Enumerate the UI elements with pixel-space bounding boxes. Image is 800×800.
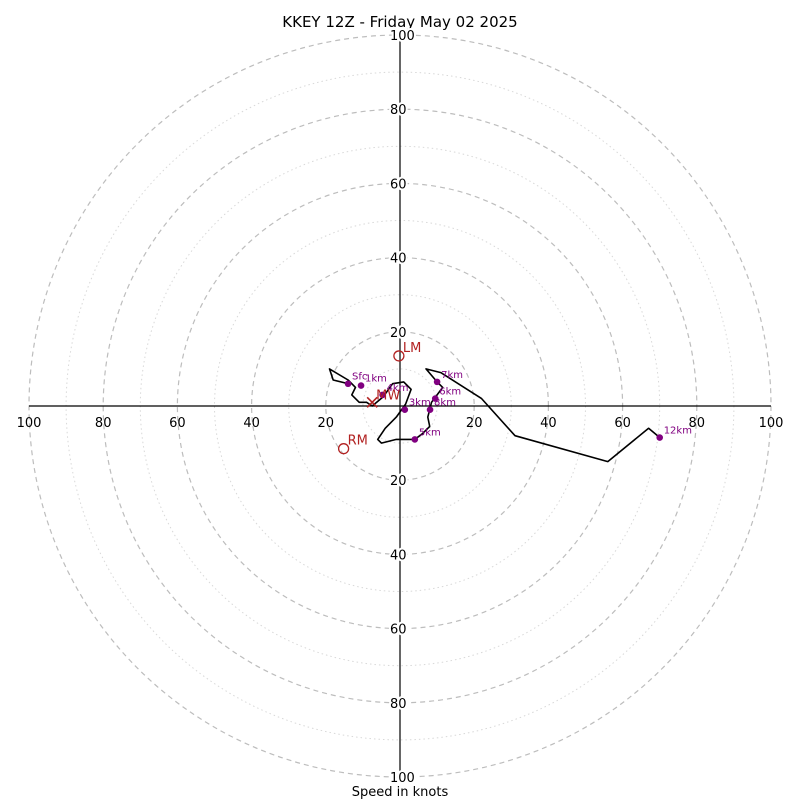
height-marker-Sfc (344, 380, 352, 388)
y-tick-label: 100 (390, 771, 415, 786)
x-tick-label: 20 (318, 416, 335, 431)
height-marker-5km (411, 436, 419, 443)
height-label-12km: 12km (664, 426, 692, 437)
x-tick-label: 20 (466, 416, 483, 431)
tick-labels: 100 80 60 40 20 20 40 60 80 100 100 80 60 40 20 20 40 60 8… (17, 27, 784, 788)
height-label-3km: 3km (409, 398, 431, 409)
x-tick-label: 80 (95, 416, 112, 431)
height-marker-8km (426, 406, 434, 414)
height-marker-6km (431, 395, 439, 402)
y-tick-label: 80 (390, 697, 407, 712)
x-tick-label: 60 (169, 416, 186, 431)
storm-motion-label-LM: LM (403, 341, 421, 356)
x-tick-label: 80 (689, 416, 706, 431)
y-tick-label: 60 (390, 177, 407, 192)
height-label-4km: 4km (387, 383, 409, 394)
height-label-Sfc: Sfc (352, 372, 367, 383)
y-tick-label: 60 (390, 623, 407, 638)
axes (29, 35, 771, 777)
height-label-5km: 5km (419, 427, 441, 438)
x-tick-label: 100 (17, 416, 42, 431)
storm-motion-LM (393, 350, 405, 362)
y-tick-label: 20 (390, 474, 407, 489)
storm-motion-markers: LM RM MW (337, 341, 421, 455)
height-marker-3km (401, 406, 409, 414)
height-marker-1km (357, 382, 365, 389)
height-marker-7km (433, 378, 441, 386)
hodograph-trace-layer (328, 368, 661, 463)
storm-motion-label-MW: MW (376, 388, 400, 403)
height-marker-4km (379, 391, 386, 399)
y-tick-label: 80 (390, 103, 407, 118)
height-marker-12km (656, 434, 663, 441)
storm-motion-label-RM: RM (348, 434, 368, 449)
x-tick-label: 40 (540, 416, 557, 431)
hodograph-trace (328, 368, 661, 463)
storm-motion-MW-stroke-b (366, 396, 378, 408)
y-tick-label: 40 (390, 548, 407, 563)
height-label-8km: 8km (434, 398, 456, 409)
chart-title: KKEY 12Z - Friday May 02 2025 (282, 13, 517, 31)
y-tick-label: 100 (390, 29, 415, 44)
height-label-6km: 6km (439, 387, 461, 398)
x-tick-label: 60 (614, 416, 631, 431)
height-label-7km: 7km (441, 370, 463, 381)
y-tick-label: 20 (390, 326, 407, 341)
x-tick-label: 100 (759, 416, 784, 431)
height-label-1km: 1km (365, 374, 387, 385)
y-tick-label: 40 (390, 252, 407, 267)
x-tick-label: 40 (243, 416, 260, 431)
storm-motion-RM (337, 443, 350, 455)
x-axis-label: Speed in knots (352, 785, 449, 800)
